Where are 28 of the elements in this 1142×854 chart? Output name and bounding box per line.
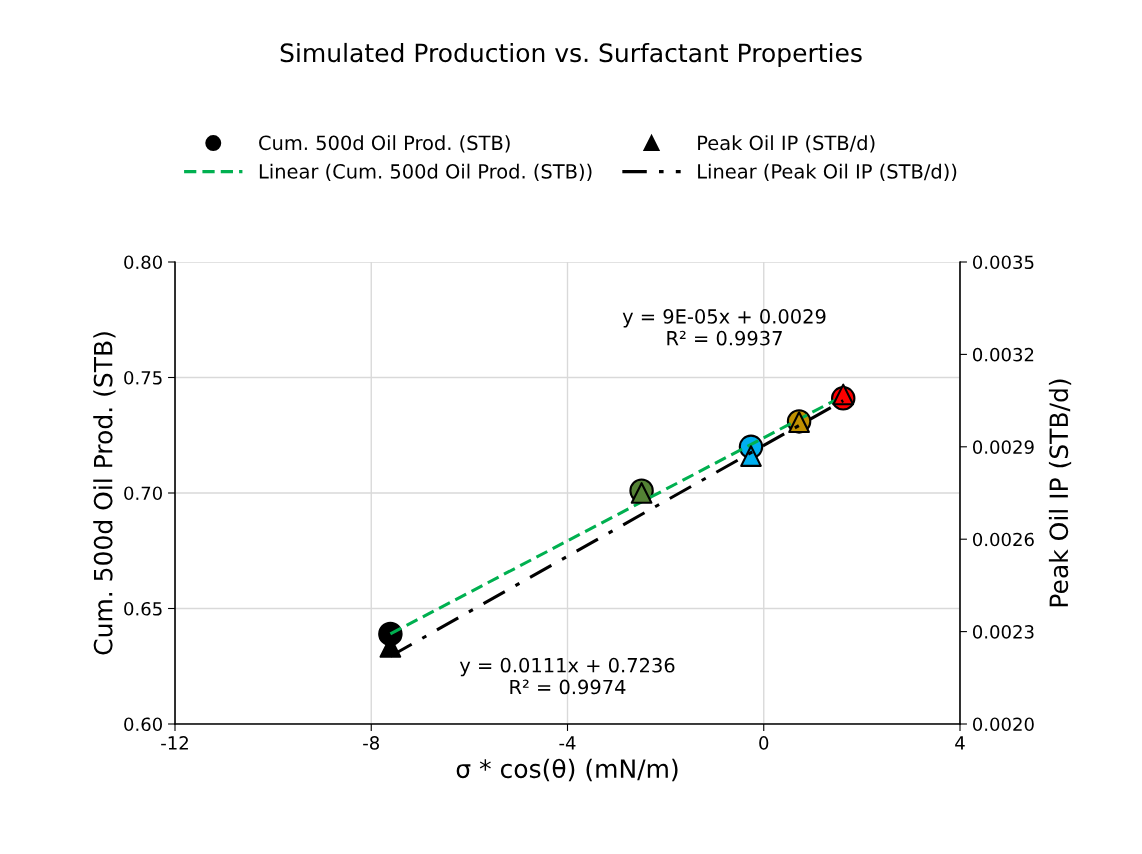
y2-tick-label: 0.0035: [973, 255, 1034, 270]
x-tick-label: -4: [559, 736, 576, 750]
y-tick-label: 0.60: [124, 717, 162, 732]
legend-label: Cum. 500d Oil Prod. (STB): [259, 135, 510, 153]
legend-label: Linear (Peak Oil IP (STB/d)): [698, 163, 957, 182]
legend-label: Peak Oil IP (STB/d): [698, 135, 875, 153]
x-tick-label: 0: [759, 736, 769, 750]
y2-tick-label: 0.0029: [973, 440, 1034, 454]
y-tick-label: 0.80: [124, 255, 162, 270]
annotation: y = 9E-05x + 0.0029 R² = 0.9937: [622, 309, 826, 346]
point: [740, 445, 762, 467]
y2-axis-title: Peak Oil IP (STB/d): [1048, 379, 1072, 607]
x-tick-label: -8: [363, 736, 380, 750]
x-tick-label: -12: [161, 736, 188, 750]
legend-label: Linear (Cum. 500d Oil Prod. (STB)): [259, 163, 592, 182]
x-axis-title: σ * cos(θ) (mN/m): [456, 758, 678, 782]
y2-tick-label: 0.0032: [973, 347, 1034, 362]
y-tick-label: 0.65: [124, 601, 162, 616]
y-axis-title: Cum. 500d Oil Prod. (STB): [93, 332, 116, 655]
y-tick-label: 0.75: [124, 370, 162, 385]
chart-title: Simulated Production vs. Surfactant Properties: [280, 42, 862, 68]
y2-tick-label: 0.0020: [973, 717, 1034, 732]
point: [832, 383, 855, 406]
y2-tick-label: 0.0023: [973, 625, 1034, 639]
x-tick-label: 4: [955, 736, 965, 750]
y2-tick-label: 0.0026: [973, 532, 1034, 547]
y-tick-label: 0.70: [124, 486, 162, 501]
annotation: y = 0.0111x + 0.7236 R² = 0.9974: [459, 657, 675, 695]
